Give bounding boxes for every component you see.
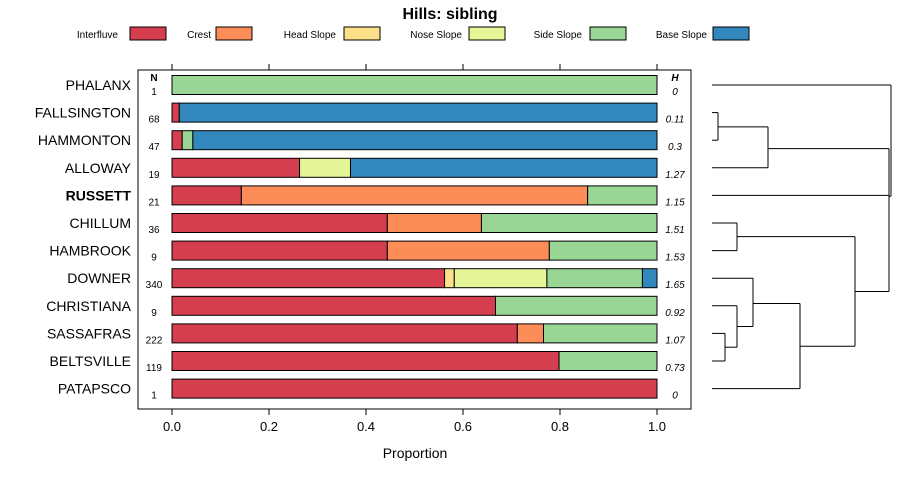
bar-segment-russett-interfluve (171, 185, 242, 206)
bar-segment-alloway-base-slope (349, 157, 658, 178)
bar-segment-fallsington-base-slope (178, 102, 658, 123)
entropy-column: 0 0.11 0.3 1.27 1.15 1.51 1.53 1.65 0.92 1.07 0.73… (665, 87, 685, 402)
bar-segment-phalanx-side-slope (171, 75, 658, 95)
bar-segment-russett-crest (240, 185, 589, 206)
legend-label-side-slope: Side Slope (534, 30, 583, 41)
bar-segment-downer-head-slope (444, 268, 455, 289)
bar-segment-sassafras-side-slope (543, 323, 658, 344)
legend-label-crest: Crest (187, 30, 211, 41)
h-value-sassafras: 1.07 (665, 335, 685, 346)
bar-segment-beltsville-side-slope (558, 351, 658, 371)
n-value-downer: 340 (146, 280, 163, 291)
n-value-fallsington: 68 (148, 115, 160, 126)
n-value-patapsco: 1 (151, 391, 157, 402)
legend-swatch-crest (215, 26, 253, 41)
bar-segment-hambrook-interfluve (171, 240, 388, 261)
n-value-russett: 21 (148, 197, 160, 208)
row-label-patapsco: PATAPSCO (58, 381, 131, 397)
legend-swatch-base-slope (712, 26, 750, 41)
bar-segment-christiana-side-slope (494, 295, 658, 316)
n-value-phalanx: 1 (151, 87, 157, 98)
h-value-chillum: 1.51 (665, 225, 684, 236)
bar-segment-hambrook-side-slope (548, 240, 658, 261)
legend-swatch-head-slope (343, 26, 381, 41)
bar-segment-chillum-interfluve (171, 213, 388, 233)
x-tick-label-4: 0.8 (551, 419, 569, 434)
x-tick-label-1: 0.2 (260, 419, 278, 434)
dendrogram (712, 84, 892, 390)
bar-segment-hammonton-side-slope (181, 130, 194, 151)
bar-segment-russett-side-slope (587, 185, 658, 206)
bar-segment-sassafras-crest (516, 323, 545, 344)
bar-segment-downer-side-slope (546, 268, 643, 289)
bar-segment-hambrook-crest (386, 240, 550, 261)
bar-segment-downer-nose-slope (453, 268, 548, 289)
bar-segment-patapsco-interfluve (171, 378, 658, 399)
row-label-downer: DOWNER (67, 270, 131, 286)
h-column-header: H (671, 73, 679, 84)
n-value-beltsville: 119 (146, 363, 162, 374)
row-label-chillum: CHILLUM (70, 215, 131, 231)
bar-segment-christiana-interfluve (171, 295, 496, 316)
bar-segment-alloway-nose-slope (299, 157, 351, 178)
row-label-hammonton: HAMMONTON (38, 132, 131, 148)
bar-segment-downer-interfluve (171, 268, 446, 289)
h-value-hammonton: 0.3 (668, 142, 682, 153)
row-label-fallsington: FALLSINGTON (35, 105, 131, 121)
legend-label-interfluve: Interfluve (77, 30, 119, 41)
bar-segment-hammonton-interfluve (171, 130, 183, 151)
n-value-sassafras: 222 (146, 335, 163, 346)
n-column-header: N (150, 73, 157, 84)
bar-segment-sassafras-interfluve (171, 323, 518, 344)
row-label-phalanx: PHALANX (66, 77, 132, 93)
h-value-russett: 1.15 (665, 197, 685, 208)
h-value-alloway: 1.27 (665, 170, 685, 181)
row-label-hambrook: HAMBROOK (49, 243, 131, 259)
row-label-sassafras: SASSAFRAS (47, 325, 131, 341)
legend-label-nose-slope: Nose Slope (410, 30, 462, 41)
bar-segment-beltsville-interfluve (171, 351, 560, 371)
x-axis-label: Proportion (383, 445, 448, 461)
h-value-patapsco: 0 (672, 391, 678, 402)
legend-swatch-side-slope (589, 26, 627, 41)
h-value-fallsington: 0.11 (666, 115, 685, 126)
n-value-alloway: 19 (148, 170, 160, 181)
x-tick-label-3: 0.6 (454, 419, 472, 434)
x-axis: 0.0 0.2 0.4 0.6 0.8 1.0 (163, 64, 666, 434)
x-tick-label-0: 0.0 (163, 419, 181, 434)
bar-segment-chillum-side-slope (480, 213, 658, 233)
bar-segment-chillum-crest (386, 213, 482, 233)
h-value-phalanx: 0 (672, 87, 678, 98)
n-value-hammonton: 47 (148, 142, 160, 153)
legend-swatch-interfluve (129, 26, 167, 41)
row-label-alloway: ALLOWAY (65, 160, 132, 176)
sample-size-column: 1 68 47 19 21 36 9 340 9 222 119 1 (146, 87, 163, 402)
bars (171, 75, 658, 399)
legend-swatch-nose-slope (468, 26, 506, 41)
bar-segment-alloway-interfluve (171, 157, 301, 178)
h-value-beltsville: 0.73 (665, 363, 685, 374)
bar-segment-fallsington-interfluve (171, 102, 180, 123)
x-tick-label-2: 0.4 (357, 419, 375, 434)
bar-segment-downer-base-slope (641, 268, 658, 289)
chart-title: Hills: sibling (402, 6, 497, 23)
n-value-hambrook: 9 (151, 253, 157, 264)
h-value-downer: 1.65 (665, 280, 685, 291)
n-value-chillum: 36 (148, 225, 160, 236)
n-value-christiana: 9 (151, 308, 157, 319)
legend-label-base-slope: Base Slope (656, 30, 708, 41)
h-value-hambrook: 1.53 (665, 253, 685, 264)
x-tick-label-5: 1.0 (648, 419, 666, 434)
row-label-russett: RUSSETT (66, 187, 132, 203)
legend: Interfluve Crest Head Slope Nose Slope Side … (77, 26, 750, 41)
legend-label-head-slope: Head Slope (284, 30, 337, 41)
row-label-christiana: CHRISTIANA (46, 298, 131, 314)
plot-frame (137, 69, 692, 410)
row-label-beltsville: BELTSVILLE (50, 353, 131, 369)
h-value-christiana: 0.92 (665, 308, 685, 319)
bar-segment-hammonton-base-slope (192, 130, 658, 151)
row-labels: PHALANX FALLSINGTON HAMMONTON ALLOWAY RUSSET… (35, 77, 132, 397)
